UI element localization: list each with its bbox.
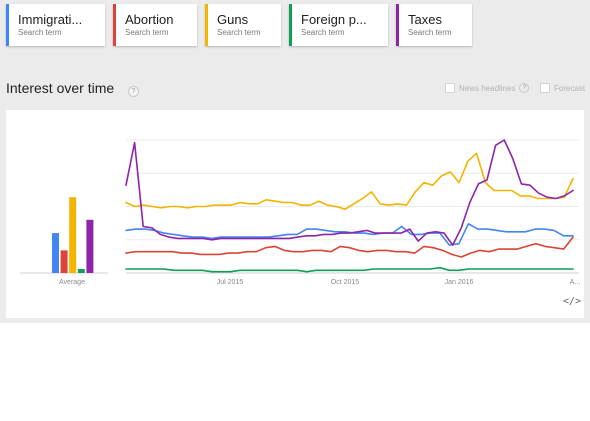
search-term-card-abortion[interactable]: Abortion Search term <box>113 4 197 46</box>
section-title: Interest over time <box>6 80 115 96</box>
chart-panel: Average Jul 2015 Oct 2015 Jan 2016 A... <box>6 110 584 318</box>
search-term-subtitle: Search term <box>217 28 261 37</box>
series-color-bar <box>205 4 208 46</box>
search-term-name: Abortion <box>125 12 174 27</box>
series-color-bar <box>289 4 292 46</box>
series-line <box>125 152 574 210</box>
average-label: Average <box>59 279 85 286</box>
news-headlines-option[interactable]: News headlines ? <box>445 83 530 93</box>
search-term-subtitle: Search term <box>125 28 169 37</box>
search-term-name: Taxes <box>408 12 442 27</box>
search-term-name: Immigrati... <box>18 12 83 27</box>
series-line <box>125 139 574 246</box>
search-term-card-guns[interactable]: Guns Search term <box>205 4 281 46</box>
x-tick-label: A... <box>570 279 581 286</box>
series-color-bar <box>113 4 116 46</box>
average-bar <box>86 219 94 273</box>
series-line <box>125 266 574 273</box>
help-icon[interactable]: ? <box>128 86 139 97</box>
series-line <box>125 236 574 258</box>
news-headlines-label: News headlines <box>459 83 516 93</box>
search-term-subtitle: Search term <box>301 28 345 37</box>
search-term-subtitle: Search term <box>408 28 452 37</box>
x-tick-label: Jul 2015 <box>217 279 244 286</box>
search-term-card-taxes[interactable]: Taxes Search term <box>396 4 472 46</box>
average-bar <box>69 197 77 273</box>
news-headlines-help-icon[interactable]: ? <box>519 83 530 93</box>
average-bar <box>52 233 59 273</box>
forecast-option[interactable]: Forecast <box>540 83 585 93</box>
embed-code-icon[interactable]: </> <box>563 296 582 307</box>
search-term-name: Foreign p... <box>301 12 367 27</box>
x-tick-label: Jan 2016 <box>445 279 474 286</box>
series-color-bar <box>6 4 9 46</box>
search-term-subtitle: Search term <box>18 28 62 37</box>
x-tick-label: Oct 2015 <box>331 279 360 286</box>
forecast-label: Forecast <box>554 83 586 93</box>
forecast-checkbox[interactable] <box>540 83 550 93</box>
series-color-bar <box>396 4 399 46</box>
search-term-name: Guns <box>217 12 249 27</box>
news-headlines-checkbox[interactable] <box>445 83 455 93</box>
interest-over-time-chart: Average Jul 2015 Oct 2015 Jan 2016 A... <box>20 139 581 286</box>
average-bar <box>77 269 85 273</box>
average-bar <box>60 250 68 273</box>
series-line <box>125 223 574 246</box>
search-term-card-foreign-policy[interactable]: Foreign p... Search term <box>289 4 388 46</box>
search-term-card-immigration[interactable]: Immigrati... Search term <box>6 4 105 46</box>
